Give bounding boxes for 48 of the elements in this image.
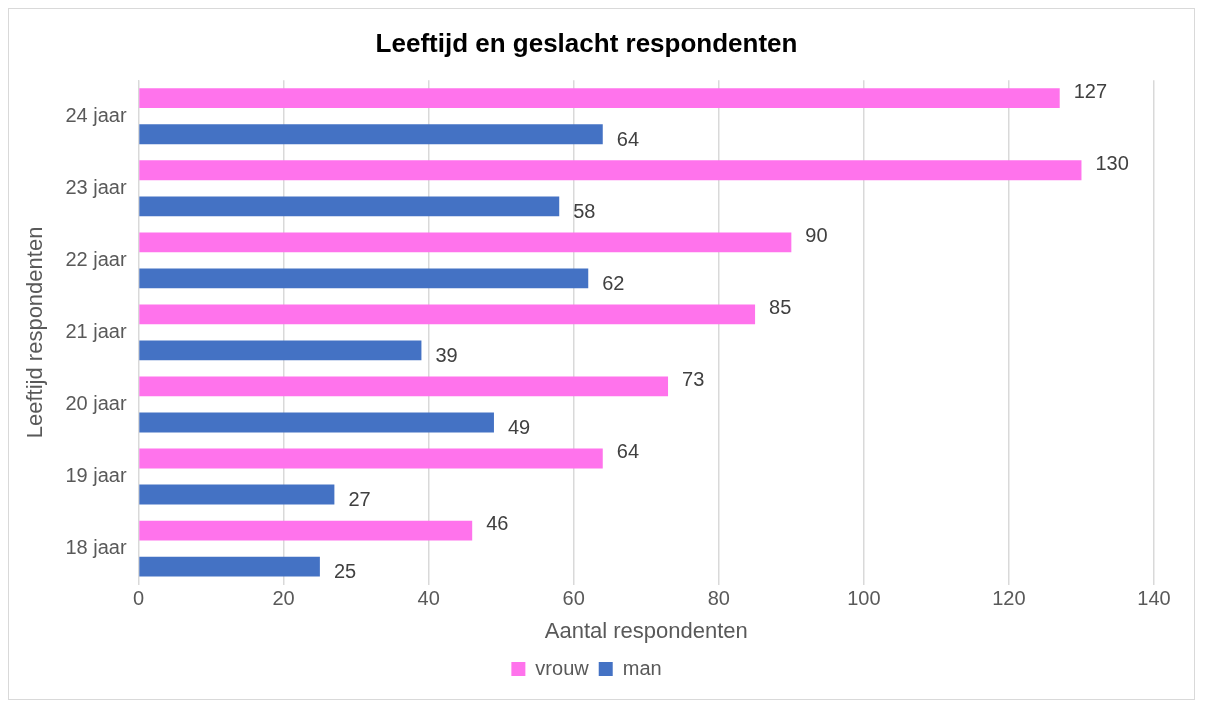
bar: [139, 412, 494, 433]
y-tick-label: 24 jaar: [65, 103, 127, 126]
x-tick-label: 20: [272, 587, 295, 610]
x-tick-label: 100: [847, 587, 881, 610]
y-tick-label: 19 jaar: [65, 464, 127, 487]
data-label: 27: [348, 488, 371, 511]
x-tick-label: 120: [992, 587, 1026, 610]
data-label: 46: [486, 512, 509, 535]
bar: [139, 376, 669, 397]
data-label: 85: [769, 295, 792, 318]
x-axis-title: Aantal respondenten: [544, 617, 748, 643]
data-label: 64: [616, 440, 640, 463]
bar: [139, 196, 560, 217]
x-tick-label: 80: [707, 587, 730, 610]
data-label: 127: [1073, 79, 1108, 102]
bar: [139, 160, 1082, 181]
bar: [139, 520, 473, 541]
y-axis-title: Leeftijd respondenten: [22, 226, 48, 439]
bar: [139, 304, 756, 325]
data-label: 49: [507, 415, 531, 438]
y-tick-label: 18 jaar: [65, 536, 127, 559]
data-label: 62: [602, 271, 625, 294]
bar: [139, 232, 792, 253]
y-tick-label: 21 jaar: [65, 319, 127, 342]
y-tick-label: 23 jaar: [65, 175, 127, 198]
bar: [139, 484, 335, 505]
y-tick-label: 20 jaar: [65, 391, 127, 414]
legend-label: man: [622, 656, 662, 679]
data-label: 25: [333, 560, 357, 583]
bar: [139, 448, 603, 469]
legend-label: vrouw: [535, 656, 590, 679]
x-tick-label: 60: [562, 587, 585, 610]
bar: [139, 124, 603, 145]
data-label: 39: [435, 343, 458, 366]
bar: [139, 268, 589, 289]
x-tick-label: 140: [1137, 587, 1171, 610]
data-label: 130: [1095, 151, 1129, 174]
data-label: 58: [573, 199, 596, 222]
y-tick-label: 22 jaar: [65, 247, 127, 270]
bar: [139, 340, 422, 361]
bar: [139, 556, 320, 577]
data-label: 64: [616, 127, 640, 150]
data-label: 90: [805, 223, 828, 246]
x-tick-label: 40: [417, 587, 440, 610]
bar: [139, 88, 1060, 109]
x-tick-label: 0: [132, 587, 145, 610]
chart-title: Leeftijd en geslacht respondenten: [375, 27, 798, 58]
data-label: 73: [682, 367, 705, 390]
